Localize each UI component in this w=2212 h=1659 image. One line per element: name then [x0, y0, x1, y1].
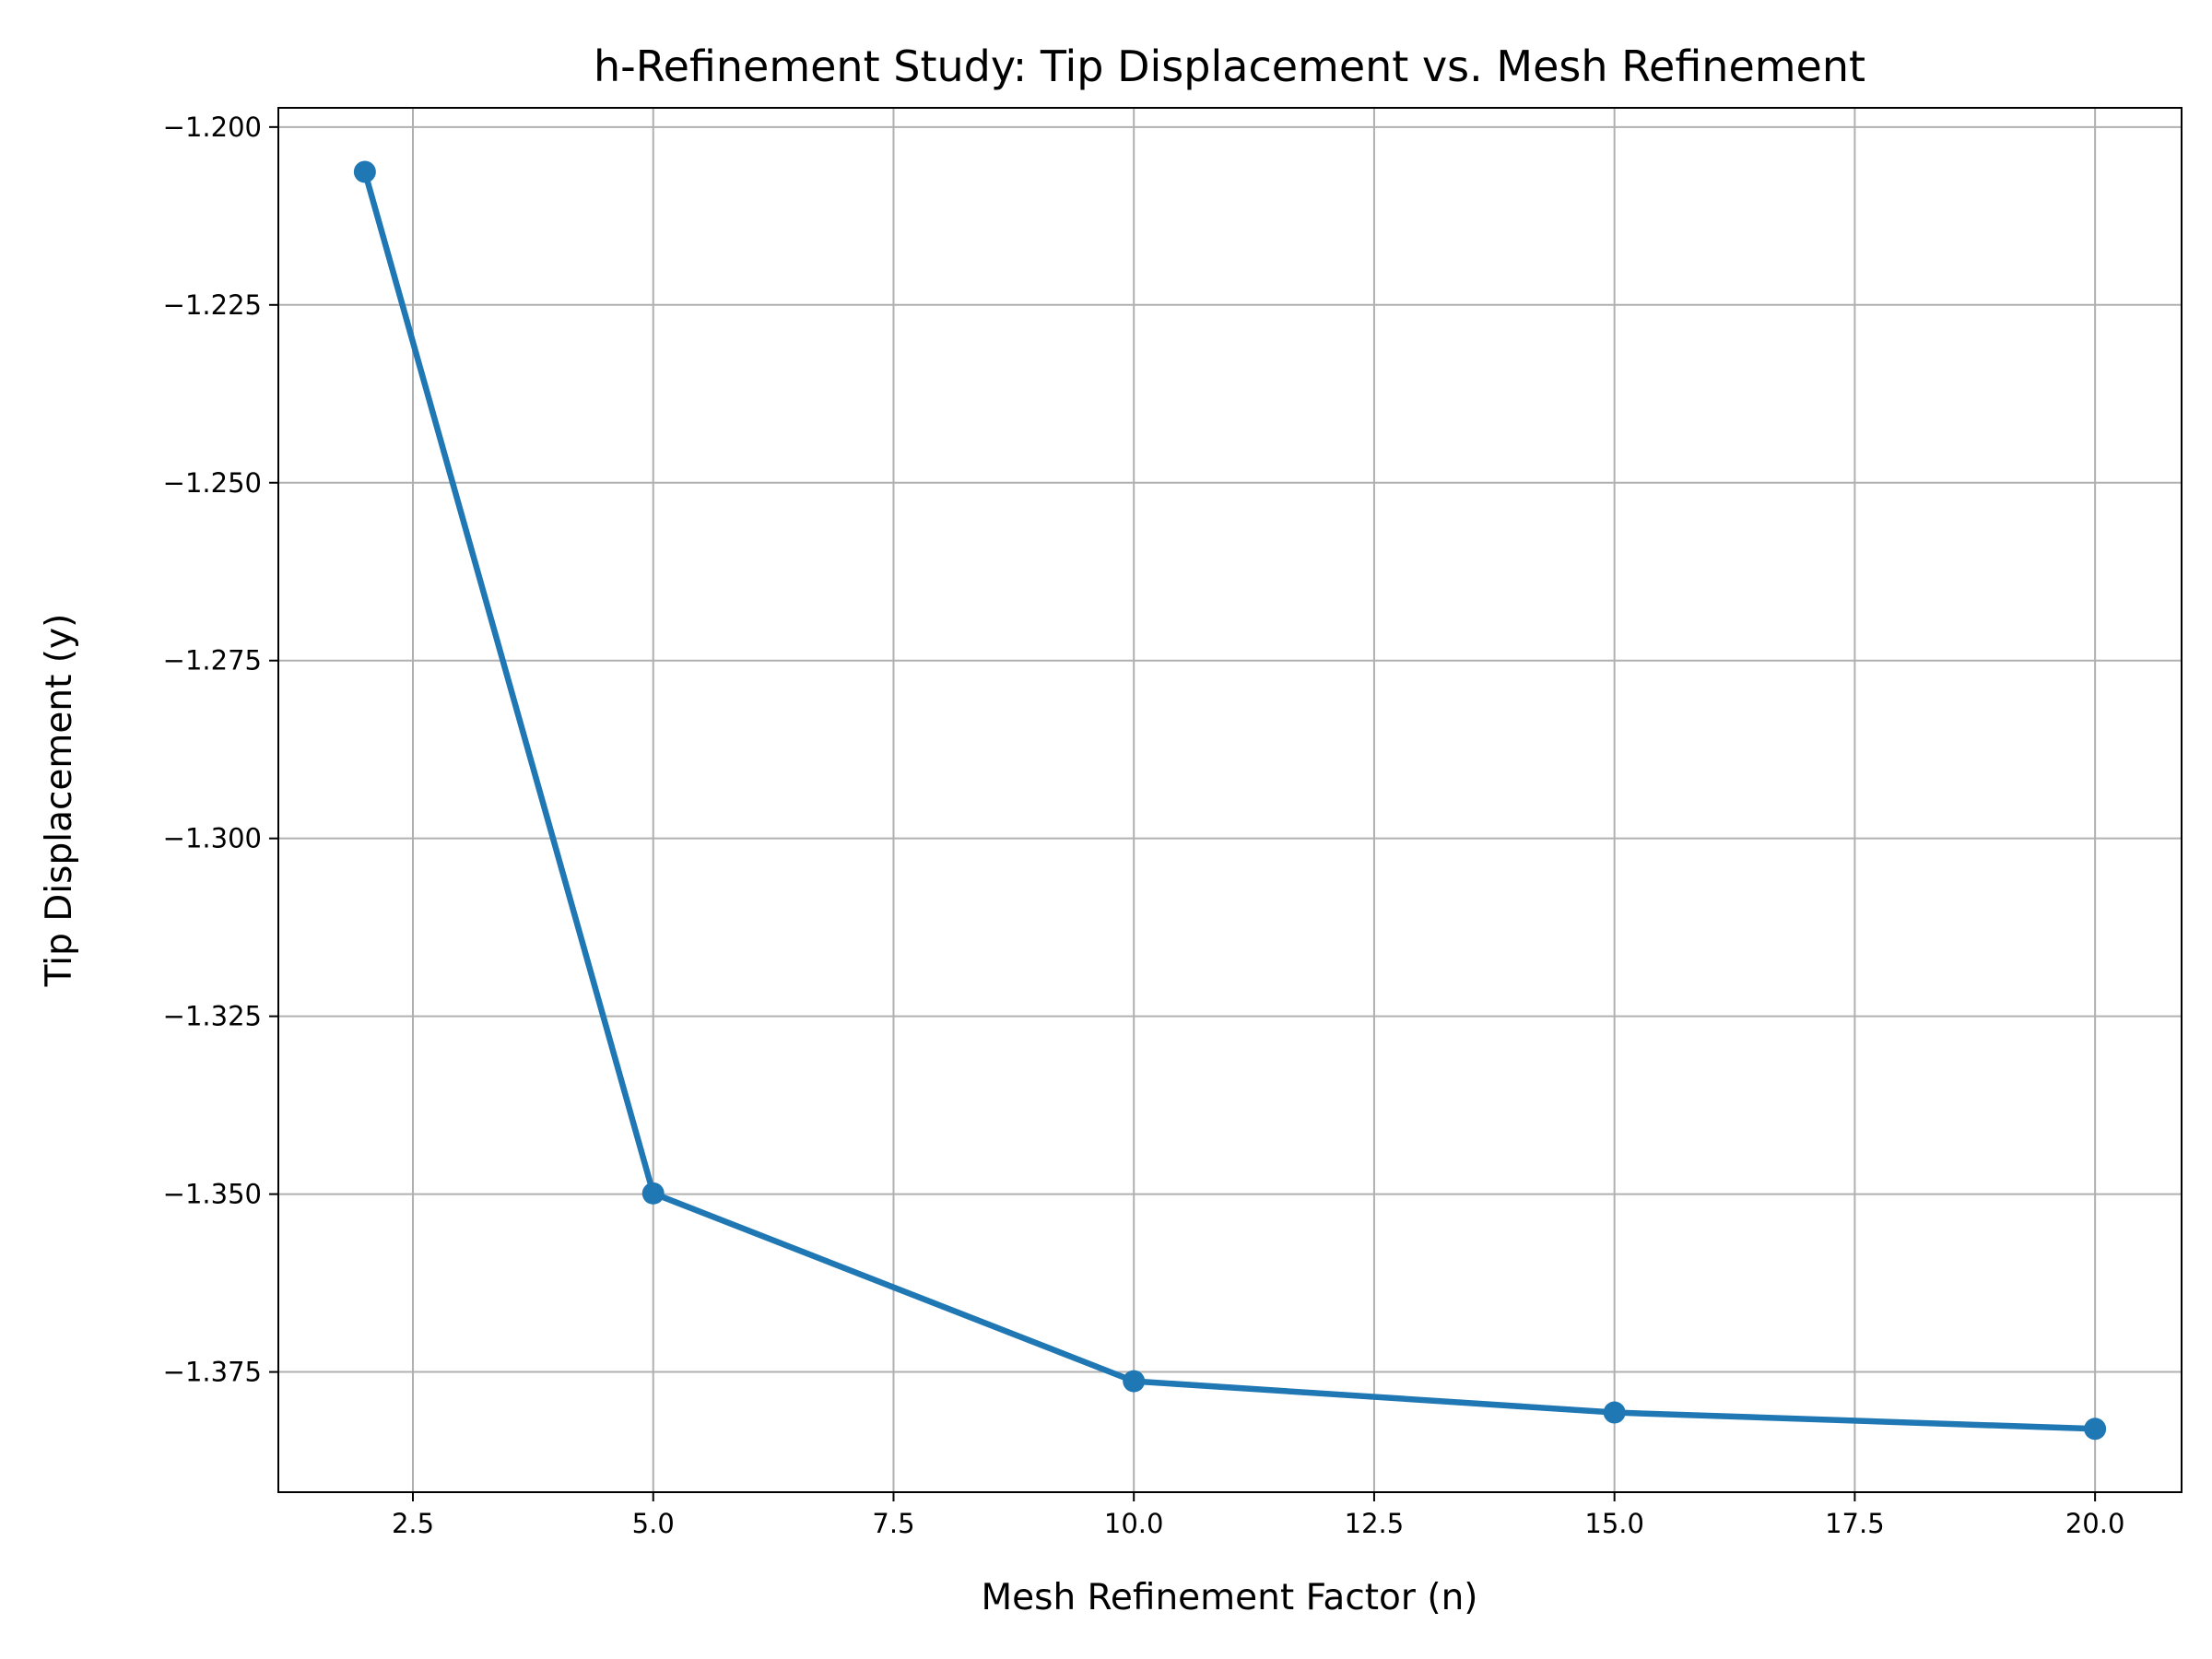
- plot-frame: [277, 107, 2183, 1493]
- x-tick-label: 2.5: [392, 1508, 434, 1539]
- series-line: [361, 169, 2099, 1432]
- y-tick-label: −1.325: [163, 1001, 262, 1032]
- x-tick-label: 5.0: [632, 1508, 675, 1539]
- y-tick-label: −1.250: [163, 467, 262, 499]
- data-point: [353, 160, 376, 183]
- x-axis: 2.5 5.0 7.5 10.0 12.5 15.0 17.5 20.0: [392, 1492, 2124, 1539]
- x-tick-label: 12.5: [1345, 1508, 1405, 1539]
- y-axis: −1.200 −1.225 −1.250 −1.275 −1.300 −1.325 −1.3…: [163, 112, 278, 1388]
- chart-title: h-Refinement Study: Tip Displacement vs.…: [594, 41, 1865, 91]
- x-tick-label: 10.0: [1104, 1508, 1164, 1539]
- y-tick-label: −1.375: [163, 1357, 262, 1388]
- y-tick-label: −1.350: [163, 1179, 262, 1210]
- x-tick-label: 7.5: [872, 1508, 914, 1539]
- series-group: [353, 160, 2107, 1441]
- y-tick-label: −1.275: [163, 645, 262, 677]
- x-tick-label: 17.5: [1825, 1508, 1885, 1539]
- data-point: [2084, 1418, 2107, 1441]
- x-tick-label: 20.0: [2065, 1508, 2125, 1539]
- y-tick-label: −1.200: [163, 112, 262, 143]
- y-tick-label: −1.225: [163, 289, 262, 321]
- y-tick-label: −1.300: [163, 823, 262, 854]
- x-tick-label: 15.0: [1584, 1508, 1644, 1539]
- data-point: [1123, 1370, 1146, 1393]
- data-point: [1603, 1401, 1626, 1424]
- data-point: [641, 1182, 665, 1205]
- grid: [278, 108, 2182, 1492]
- y-axis-label: Tip Displacement (y): [39, 614, 80, 988]
- x-axis-label: Mesh Refinement Factor (n): [981, 1577, 1477, 1618]
